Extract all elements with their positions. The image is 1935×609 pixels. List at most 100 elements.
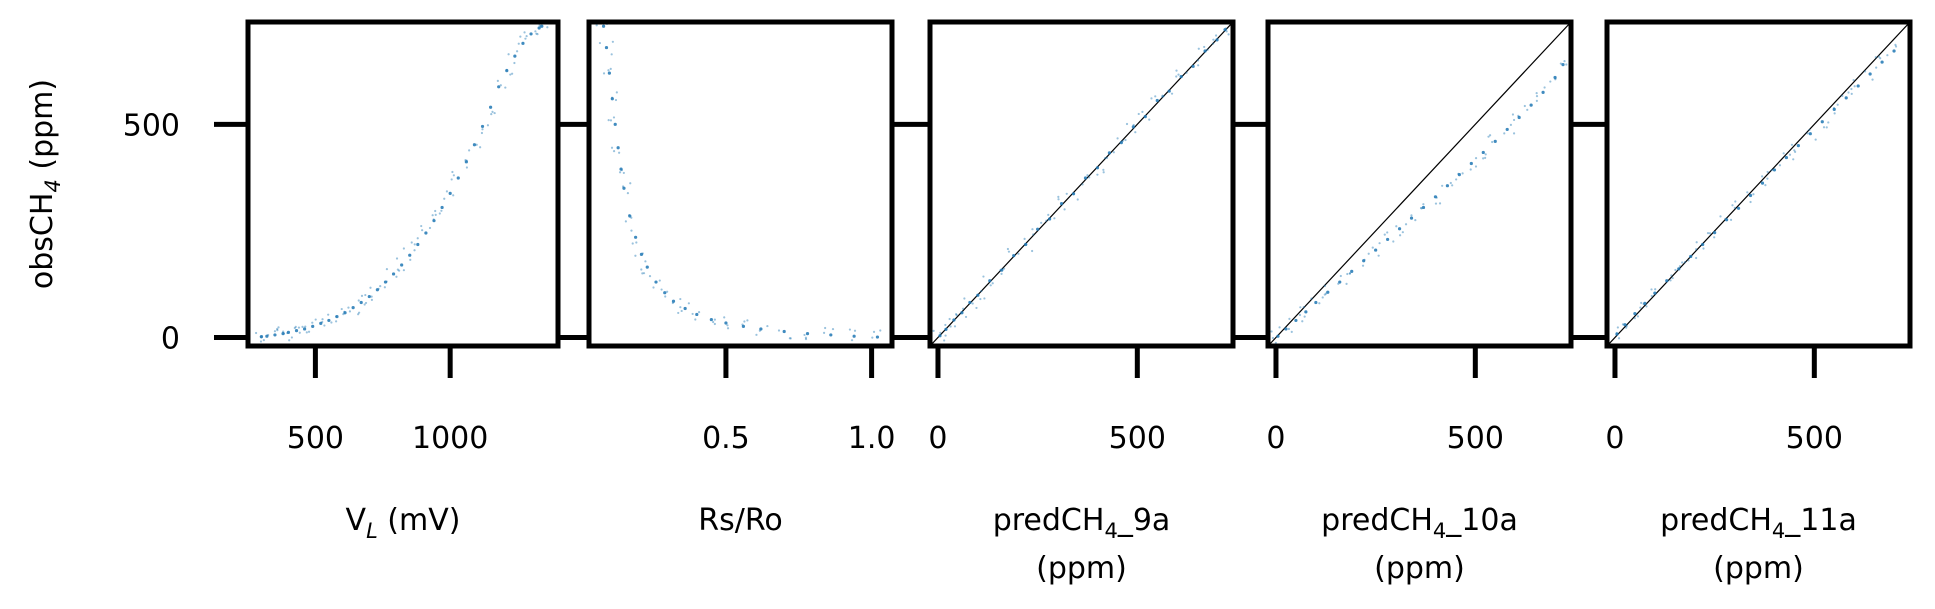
data-point-jitter	[1615, 331, 1618, 335]
data-point-jitter	[1148, 118, 1151, 121]
data-point-jitter	[1000, 272, 1003, 275]
data-point	[1107, 151, 1112, 155]
data-point-jitter	[1203, 45, 1206, 49]
data-point	[1215, 38, 1219, 42]
data-point	[1071, 192, 1076, 196]
data-point-jitter	[1554, 78, 1557, 81]
data-point-jitter	[621, 185, 625, 188]
data-point-jitter	[301, 325, 304, 328]
data-point-jitter	[1621, 323, 1625, 326]
data-point-jitter	[1841, 94, 1844, 98]
data-point-jitter	[1031, 228, 1034, 231]
data-point-jitter	[546, 26, 549, 29]
data-point-jitter	[1766, 177, 1769, 180]
data-point	[1856, 84, 1860, 88]
data-point	[622, 186, 626, 190]
data-point-jitter	[504, 86, 507, 89]
data-point-jitter	[1719, 215, 1722, 218]
data-point	[273, 333, 277, 337]
data-point-jitter	[1487, 135, 1490, 138]
data-point-jitter	[409, 258, 412, 261]
data-point-jitter	[1227, 33, 1230, 36]
data-point-jitter	[824, 326, 827, 330]
data-point-jitter	[1121, 139, 1124, 142]
data-point-jitter	[628, 213, 631, 217]
data-point	[456, 176, 460, 180]
data-point-jitter	[1788, 153, 1792, 156]
data-point-jitter	[383, 286, 386, 289]
data-point-jitter	[1321, 296, 1324, 299]
data-point-jitter	[955, 314, 958, 317]
data-point-jitter	[831, 327, 835, 331]
data-point-jitter	[523, 31, 526, 34]
data-point-jitter	[1766, 170, 1769, 174]
data-point	[639, 252, 644, 256]
data-point-jitter	[1096, 173, 1099, 176]
data-point-jitter	[789, 337, 792, 340]
data-point-jitter	[1535, 92, 1538, 95]
data-point-jitter	[260, 336, 263, 339]
data-point-jitter	[1105, 156, 1109, 159]
x-tick-label: 0	[1266, 421, 1285, 456]
data-point-jitter	[1420, 207, 1423, 210]
x-axis-title: predCH4_10a	[1321, 503, 1518, 543]
data-point-jitter	[480, 131, 484, 135]
plot-area	[595, 22, 882, 342]
data-point-jitter	[1310, 297, 1313, 300]
x-tick-label: 1.0	[848, 421, 896, 456]
data-point-jitter	[1871, 78, 1874, 81]
data-point-jitter	[1793, 149, 1796, 152]
data-point-jitter	[1808, 128, 1811, 132]
data-point	[1561, 63, 1565, 67]
data-point-jitter	[612, 150, 616, 153]
data-point-jitter	[1053, 217, 1056, 220]
data-point	[1362, 259, 1366, 263]
data-point-jitter	[962, 307, 965, 310]
data-point-jitter	[1361, 264, 1365, 267]
data-point-jitter	[343, 310, 346, 313]
data-point	[448, 191, 452, 195]
data-point	[619, 167, 623, 171]
data-point-jitter	[1670, 274, 1673, 277]
data-point	[1748, 193, 1753, 198]
data-point	[1517, 115, 1521, 120]
data-point	[695, 312, 699, 317]
data-point	[1143, 115, 1147, 119]
data-point-jitter	[983, 297, 986, 300]
data-point-jitter	[1348, 272, 1352, 275]
data-point	[1615, 332, 1619, 336]
data-point-jitter	[1706, 232, 1710, 235]
data-point-jitter	[1645, 305, 1648, 308]
data-point	[829, 333, 833, 337]
data-point-jitter	[629, 182, 632, 185]
data-point-jitter	[1154, 95, 1157, 98]
data-point-jitter	[1836, 103, 1839, 106]
data-point-jitter	[1057, 195, 1060, 198]
data-point-jitter	[1386, 231, 1389, 234]
data-point	[724, 321, 728, 325]
data-point-jitter	[1170, 92, 1174, 95]
data-point-jitter	[363, 303, 366, 306]
data-point-jitter	[680, 309, 683, 313]
data-point-jitter	[428, 226, 432, 230]
data-point-jitter	[1224, 27, 1227, 30]
data-point-jitter	[1449, 181, 1452, 185]
x-tick-label: 1000	[412, 421, 488, 456]
data-point-jitter	[1642, 302, 1645, 306]
data-point	[616, 146, 620, 150]
x-axis-title: predCH4_9a	[993, 503, 1171, 543]
data-point-jitter	[955, 313, 958, 316]
data-point-jitter	[1636, 315, 1640, 318]
data-point-jitter	[872, 330, 876, 333]
data-point-jitter	[1422, 203, 1425, 206]
data-point-jitter	[658, 279, 661, 282]
data-point	[1386, 237, 1390, 242]
data-point-jitter	[1708, 232, 1712, 235]
data-point-jitter	[648, 275, 652, 278]
data-point-jitter	[438, 212, 441, 215]
data-point-jitter	[1346, 272, 1349, 276]
data-point-jitter	[1825, 126, 1828, 129]
data-point-jitter	[991, 282, 994, 285]
data-point-jitter	[1348, 272, 1352, 275]
data-point-jitter	[1404, 223, 1408, 226]
